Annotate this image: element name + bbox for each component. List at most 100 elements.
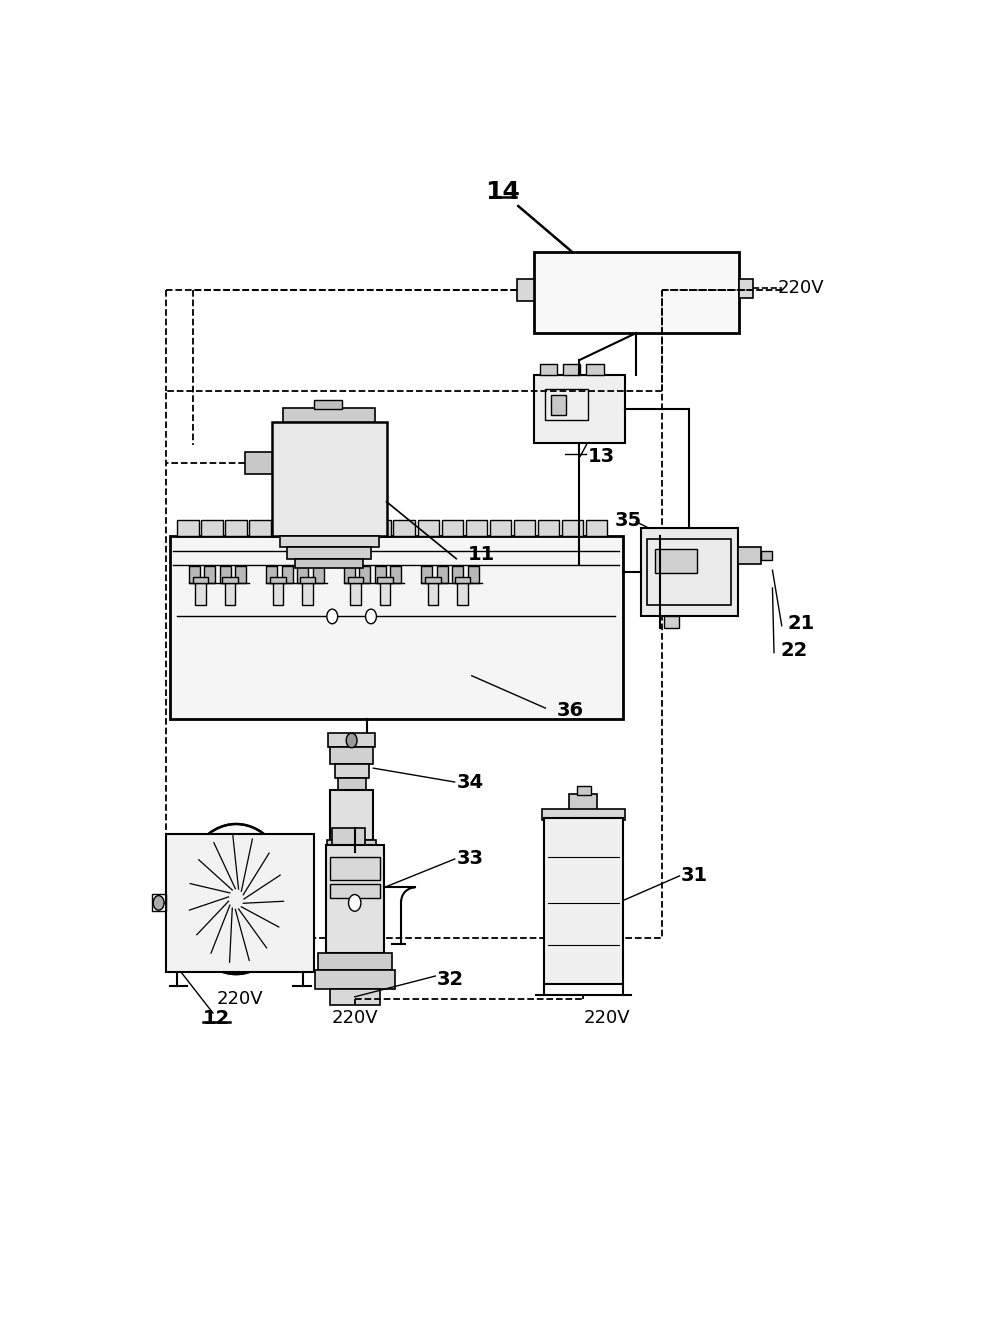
Bar: [189, 566, 200, 583]
Circle shape: [366, 609, 377, 623]
Bar: [272, 422, 387, 535]
Text: 33: 33: [457, 850, 483, 868]
Bar: [465, 521, 487, 535]
Circle shape: [338, 605, 373, 651]
Bar: [169, 535, 623, 719]
Text: 12: 12: [203, 1008, 230, 1028]
Bar: [202, 521, 223, 535]
Bar: [738, 547, 761, 563]
Bar: [329, 734, 375, 747]
Bar: [333, 829, 365, 844]
Bar: [562, 521, 584, 535]
Bar: [195, 583, 206, 605]
Bar: [177, 521, 199, 535]
Bar: [347, 577, 363, 583]
Text: 34: 34: [457, 773, 483, 791]
Bar: [245, 453, 272, 474]
Bar: [442, 521, 463, 535]
Bar: [578, 786, 591, 795]
Circle shape: [154, 895, 164, 910]
Bar: [338, 778, 366, 790]
Bar: [394, 521, 415, 535]
Bar: [326, 844, 384, 952]
Bar: [330, 990, 380, 1004]
Bar: [551, 396, 567, 414]
Bar: [318, 952, 392, 970]
Bar: [377, 577, 393, 583]
Bar: [490, 521, 512, 535]
Bar: [295, 558, 363, 567]
Bar: [359, 566, 370, 583]
Bar: [322, 521, 343, 535]
Bar: [345, 521, 367, 535]
Text: 14: 14: [485, 180, 521, 204]
Bar: [375, 566, 386, 583]
Text: 35: 35: [615, 510, 643, 530]
Bar: [281, 566, 292, 583]
Bar: [517, 280, 533, 301]
Circle shape: [261, 605, 295, 651]
Circle shape: [290, 605, 325, 651]
Bar: [335, 765, 369, 778]
Bar: [205, 566, 215, 583]
Text: 220V: 220V: [216, 990, 264, 1008]
Bar: [533, 252, 739, 333]
Bar: [300, 577, 315, 583]
Circle shape: [180, 825, 292, 974]
Bar: [297, 566, 308, 583]
Bar: [249, 521, 271, 535]
Bar: [283, 408, 375, 422]
Bar: [585, 521, 607, 535]
Bar: [152, 894, 165, 911]
Bar: [453, 566, 463, 583]
Bar: [165, 834, 315, 972]
Bar: [330, 790, 373, 839]
Text: 31: 31: [681, 866, 708, 886]
Bar: [330, 856, 380, 880]
Bar: [313, 566, 324, 583]
Bar: [267, 566, 277, 583]
Circle shape: [227, 887, 245, 911]
Bar: [437, 566, 448, 583]
Bar: [514, 521, 535, 535]
Text: 11: 11: [467, 545, 495, 565]
Bar: [225, 521, 247, 535]
Bar: [540, 364, 557, 376]
Circle shape: [368, 605, 402, 651]
Bar: [646, 539, 731, 605]
Bar: [222, 577, 238, 583]
Bar: [563, 364, 581, 376]
Bar: [279, 535, 379, 547]
Text: 220V: 220V: [332, 1010, 378, 1027]
Circle shape: [213, 605, 247, 651]
Bar: [425, 577, 441, 583]
Bar: [271, 577, 285, 583]
Bar: [586, 364, 603, 376]
Bar: [315, 970, 395, 990]
Bar: [297, 521, 319, 535]
Text: 22: 22: [780, 641, 808, 659]
Bar: [457, 583, 467, 605]
Circle shape: [327, 609, 338, 623]
Bar: [219, 566, 230, 583]
Bar: [641, 527, 738, 617]
Circle shape: [446, 605, 479, 651]
Bar: [467, 566, 479, 583]
Text: 21: 21: [788, 614, 815, 633]
Bar: [343, 566, 354, 583]
Bar: [287, 547, 371, 558]
Text: 36: 36: [557, 701, 584, 719]
Bar: [274, 521, 295, 535]
Bar: [235, 566, 246, 583]
Bar: [273, 583, 283, 605]
Bar: [739, 280, 753, 297]
Bar: [570, 794, 597, 810]
Bar: [380, 583, 391, 605]
Bar: [330, 747, 373, 765]
Bar: [193, 577, 209, 583]
Circle shape: [416, 605, 450, 651]
Bar: [315, 400, 341, 409]
Bar: [455, 577, 470, 583]
Bar: [428, 583, 439, 605]
Bar: [391, 566, 401, 583]
